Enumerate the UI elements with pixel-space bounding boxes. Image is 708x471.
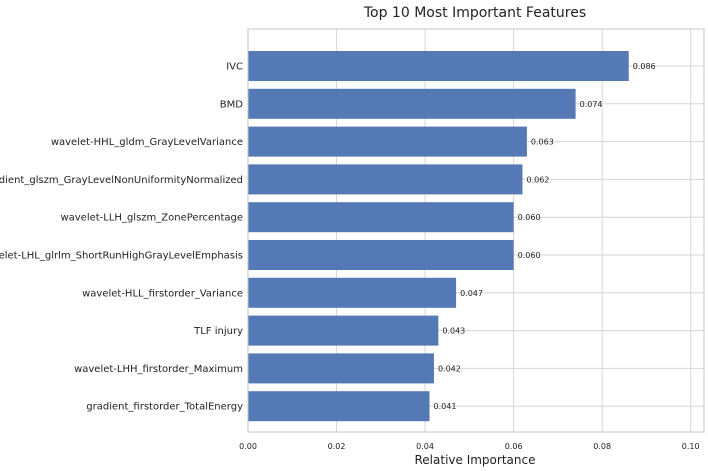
- category-label: wavelet-LLH_glszm_ZonePercentage: [60, 213, 243, 224]
- bar: [248, 202, 514, 233]
- category-label: wavelet-LHH_firstorder_Maximum: [74, 364, 243, 375]
- category-label: BMD: [220, 99, 243, 110]
- bar: [248, 51, 629, 81]
- x-tick-label: 0.10: [682, 442, 700, 451]
- bar: [248, 391, 430, 422]
- x-tick-label: 0.00: [239, 442, 257, 451]
- value-label: 0.074: [580, 100, 603, 109]
- bar: [248, 277, 457, 308]
- bars-layer: [248, 51, 629, 422]
- bar: [248, 164, 523, 195]
- category-label: wavelet-HHL_gldm_GrayLevelVariance: [51, 137, 243, 148]
- x-tick-label: 0.06: [505, 442, 523, 451]
- category-label: gradient_glszm_GrayLevelNonUniformityNor…: [0, 175, 243, 186]
- value-label: 0.060: [518, 213, 541, 222]
- value-label: 0.063: [531, 138, 554, 147]
- value-label: 0.086: [633, 62, 656, 71]
- x-tick-label: 0.04: [416, 442, 434, 451]
- bar: [248, 88, 576, 119]
- value-label: 0.062: [526, 175, 549, 184]
- category-label: wavelet-LHL_glrlm_ShortRunHighGrayLevelE…: [0, 251, 243, 262]
- value-label: 0.047: [460, 289, 483, 298]
- bar: [248, 353, 434, 384]
- category-label: IVC: [226, 62, 243, 73]
- x-tick-label: 0.02: [328, 442, 346, 451]
- labels-layer: 0.00 0.02 0.04 0.06 0.08 0.10 IVC 0.086 BMD 0.074…: [0, 62, 700, 452]
- x-axis-title: Relative Importance: [415, 453, 536, 467]
- plot-frame: [247, 28, 705, 433]
- bar: [248, 126, 527, 157]
- value-label: 0.041: [434, 402, 457, 411]
- bar: [248, 315, 439, 346]
- category-label: gradient_firstorder_TotalEnergy: [86, 402, 243, 413]
- category-label: TLF injury: [193, 326, 243, 337]
- bar: [248, 240, 514, 270]
- category-label: wavelet-HLL_firstorder_Variance: [82, 288, 243, 299]
- value-label: 0.060: [518, 251, 541, 260]
- value-label: 0.042: [438, 364, 461, 373]
- value-label: 0.043: [442, 327, 465, 336]
- chart-title: Top 10 Most Important Features: [363, 5, 586, 21]
- x-tick-label: 0.08: [593, 442, 611, 451]
